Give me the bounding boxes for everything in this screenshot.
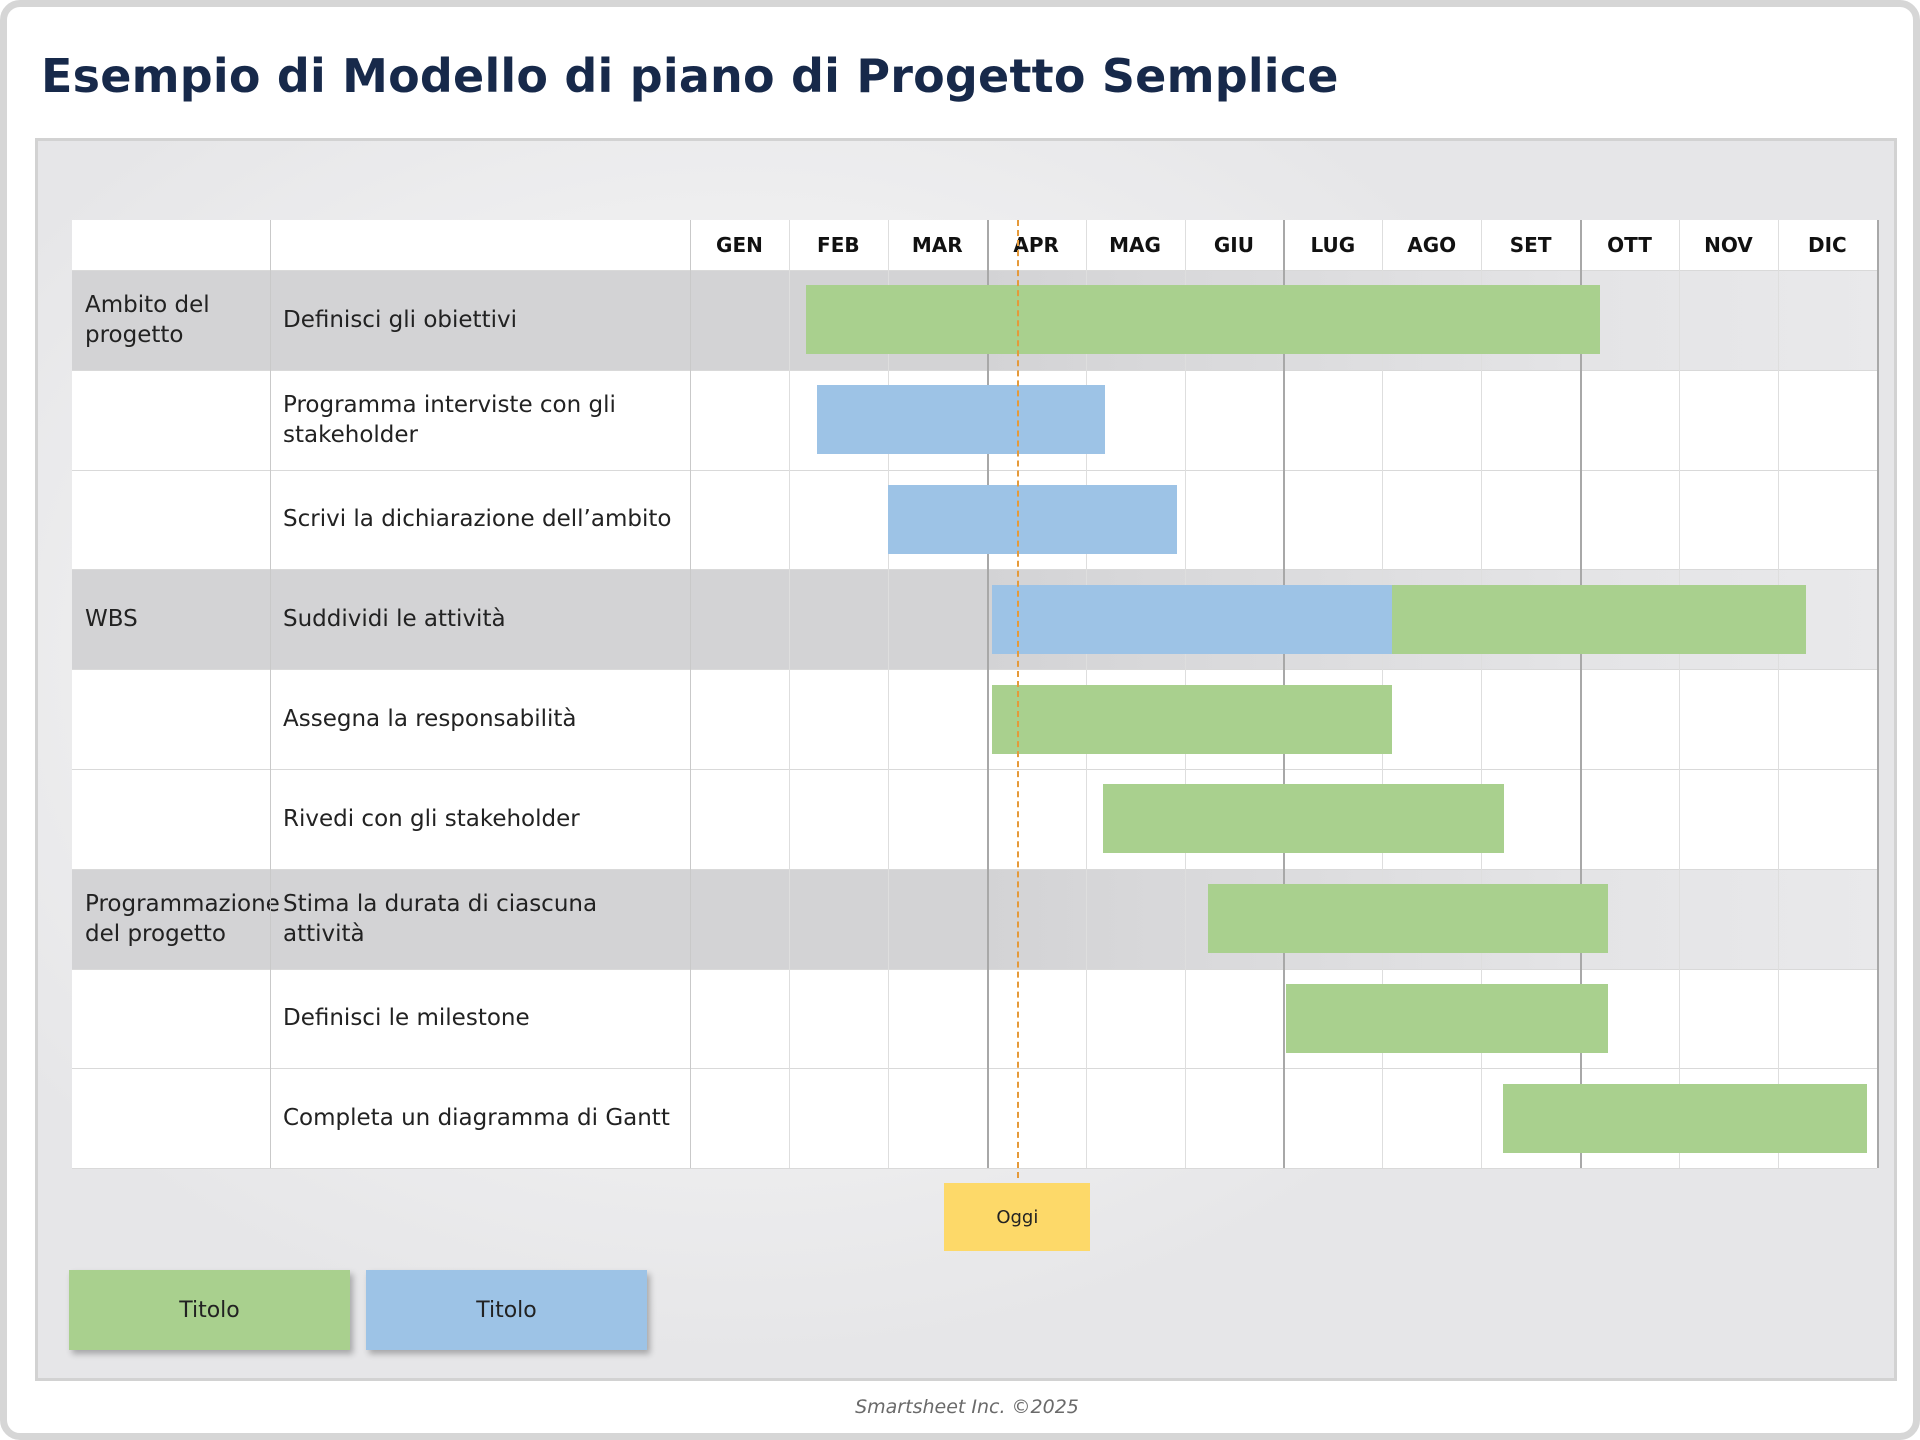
row-task-label: Completa un diagramma di Gantt: [283, 1105, 670, 1132]
month-header-set: SET: [1509, 233, 1552, 257]
row-task-label: Stima la durata di ciascuna attività: [283, 890, 598, 947]
month-header-mag: MAG: [1109, 233, 1161, 257]
month-header-giu: GIU: [1213, 233, 1254, 257]
month-divider: [1876, 220, 1879, 1168]
column-divider: [270, 220, 271, 1168]
gantt-chart: GEN FEB MAR APR MAG GIU LUG AGO SET OTT NOV DIC Ambi…: [72, 220, 1879, 1170]
row-divider: [72, 369, 1877, 371]
row-group-label: [72, 969, 270, 1069]
month-header-apr: APR: [1013, 233, 1059, 257]
month-divider: [1580, 220, 1583, 1168]
gantt-bar-green: [1103, 784, 1504, 854]
month-header-mar: MAR: [911, 233, 963, 257]
month-header-lug: LUG: [1310, 233, 1356, 257]
gantt-bar-blue: [816, 385, 1106, 455]
row-task-label: Definisci gli obiettivi: [283, 306, 517, 333]
row-group-label: Programmazione del progetto: [85, 890, 280, 947]
row-divider: [72, 868, 1877, 870]
gantt-bar-green: [1208, 884, 1608, 954]
legend-item-green: Titolo: [69, 1270, 350, 1350]
footer-copyright: Smartsheet Inc. ©2025: [855, 1396, 1079, 1418]
today-marker-line: [1017, 220, 1020, 1179]
row-task-label: Assegna la responsabilità: [283, 706, 577, 733]
legend-item-blue: Titolo: [366, 1270, 647, 1350]
row-group-label: [72, 470, 270, 570]
row-task-label: Rivedi con gli stakeholder: [283, 805, 580, 832]
month-header-gen: GEN: [716, 233, 763, 257]
gantt-bar-green: [1392, 584, 1806, 654]
month-header-feb: FEB: [817, 233, 860, 257]
month-header-ott: OTT: [1607, 233, 1652, 257]
gantt-bar-green: [1286, 984, 1608, 1053]
today-marker-label: Oggi: [944, 1183, 1091, 1251]
task-row: Rivedi con gli stakeholder: [72, 769, 1877, 869]
row-group-label: [72, 669, 270, 769]
month-header-ago: AGO: [1407, 233, 1457, 257]
row-divider: [72, 1168, 1877, 1170]
month-divider: [788, 220, 790, 1168]
month-divider: [1481, 220, 1483, 1168]
row-task-label: Suddividi le attività: [283, 606, 506, 633]
row-divider: [72, 469, 1877, 471]
gantt-bar-green: [991, 684, 1393, 754]
task-row: Scrivi la dichiarazione dell’ambito: [72, 470, 1877, 570]
month-divider: [887, 220, 889, 1168]
row-divider: [72, 669, 1877, 671]
month-header-nov: NOV: [1704, 233, 1753, 257]
gantt-bar-green: [805, 285, 1600, 355]
month-divider: [1777, 220, 1779, 1168]
header-blank-cell: [72, 220, 690, 270]
row-divider: [72, 569, 1877, 571]
row-group-label: [72, 370, 270, 470]
row-task-label: Scrivi la dichiarazione dell’ambito: [283, 506, 672, 533]
page-title: Esempio di Modello di piano di Progetto …: [41, 49, 1339, 103]
gantt-bar-blue: [991, 584, 1393, 654]
row-task-label: Programma interviste con gli stakeholder: [283, 391, 616, 448]
row-group-label: [72, 1068, 270, 1168]
gantt-panel: GEN FEB MAR APR MAG GIU LUG AGO SET OTT NOV DIC Ambi…: [35, 138, 1897, 1381]
gantt-bar-green: [1502, 1083, 1867, 1153]
task-row: Definisci le milestone: [72, 969, 1877, 1069]
row-divider: [72, 270, 1877, 271]
month-divider: [1679, 220, 1680, 1168]
task-row: Completa un diagramma di Gantt: [72, 1068, 1877, 1168]
row-group-label: WBS: [85, 606, 138, 633]
row-group-label: [72, 769, 270, 869]
row-group-label: Ambito del progetto: [85, 291, 210, 348]
column-divider: [690, 220, 691, 1168]
row-divider: [72, 968, 1877, 970]
task-row: Assegna la responsabilità: [72, 669, 1877, 769]
row-task-label: Definisci le milestone: [283, 1005, 530, 1032]
row-divider: [72, 769, 1877, 770]
task-row: Programma interviste con gli stakeholder: [72, 370, 1877, 470]
month-divider: [986, 220, 989, 1168]
row-divider: [72, 1068, 1877, 1070]
gantt-bar-blue: [887, 485, 1177, 554]
month-header-dic: DIC: [1807, 233, 1847, 257]
